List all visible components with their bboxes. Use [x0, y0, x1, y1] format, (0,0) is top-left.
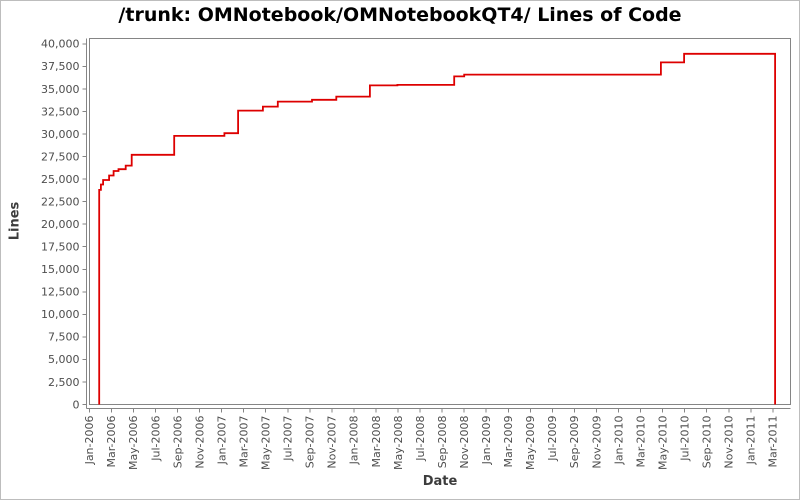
- x-tick-label: Nov-2006: [193, 416, 206, 469]
- y-tick-label: 40,000: [41, 38, 80, 51]
- x-tick-label: Jul-2009: [546, 416, 559, 462]
- y-tick-label: 17,500: [41, 241, 80, 254]
- x-tick-label: May-2008: [392, 416, 405, 471]
- x-tick-label: Sep-2007: [304, 416, 317, 469]
- y-tick-label: 25,000: [41, 173, 80, 186]
- x-tick-label: Nov-2008: [458, 416, 471, 469]
- x-tick-label: May-2006: [127, 416, 140, 471]
- y-tick-label: 10,000: [41, 308, 80, 321]
- x-tick-label: May-2010: [656, 416, 669, 471]
- x-tick-label: Jul-2007: [282, 416, 295, 462]
- y-tick-label: 7,500: [48, 331, 80, 344]
- x-tick-label: Jan-2006: [83, 416, 96, 466]
- x-tick-label: Jan-2009: [480, 416, 493, 466]
- x-tick-label: Jul-2008: [414, 416, 427, 462]
- y-tick-label: 22,500: [41, 195, 80, 208]
- y-tick-label: 20,000: [41, 218, 80, 231]
- y-tick-label: 27,500: [41, 150, 80, 163]
- x-tick-label: Jan-2011: [745, 416, 758, 466]
- x-tick-label: Jan-2008: [348, 416, 361, 466]
- x-tick-label: Nov-2009: [590, 416, 603, 469]
- x-tick-label: Mar-2010: [634, 416, 647, 468]
- y-tick-label: 30,000: [41, 128, 80, 141]
- plot-area: [89, 38, 791, 405]
- x-tick-label: Jan-2007: [215, 416, 228, 466]
- x-tick-label: Sep-2006: [171, 416, 184, 469]
- y-tick-label: 32,500: [41, 105, 80, 118]
- y-tick-label: 15,000: [41, 263, 80, 276]
- x-tick-label: Nov-2007: [326, 416, 339, 469]
- y-tick-label: 0: [73, 398, 80, 411]
- x-tick-label: Mar-2006: [105, 416, 118, 468]
- x-tick-label: Sep-2009: [568, 416, 581, 469]
- y-tick-label: 12,500: [41, 286, 80, 299]
- x-tick-label: Mar-2008: [370, 416, 383, 468]
- x-tick-label: Jan-2010: [612, 416, 625, 466]
- y-tick-label: 2,500: [48, 376, 80, 389]
- x-tick-label: May-2009: [524, 416, 537, 471]
- y-tick-label: 37,500: [41, 60, 80, 73]
- chart-title: /trunk: OMNotebook/OMNotebookQT4/ Lines …: [118, 4, 682, 26]
- x-tick-label: May-2007: [260, 416, 273, 471]
- x-tick-label: Sep-2008: [436, 416, 449, 469]
- x-tick-label: Mar-2009: [502, 416, 515, 468]
- loc-step-line: [98, 52, 776, 405]
- x-tick-label: Sep-2010: [701, 416, 714, 469]
- y-tick-label: 35,000: [41, 83, 80, 96]
- x-tick-label: Jul-2010: [678, 416, 691, 462]
- x-tick-label: Mar-2011: [767, 416, 780, 468]
- x-tick-label: Mar-2007: [237, 416, 250, 468]
- y-tick-label: 5,000: [48, 353, 80, 366]
- x-tick-label: Nov-2010: [723, 416, 736, 469]
- x-tick-label: Jul-2006: [149, 416, 162, 462]
- x-axis-title: Date: [422, 474, 458, 489]
